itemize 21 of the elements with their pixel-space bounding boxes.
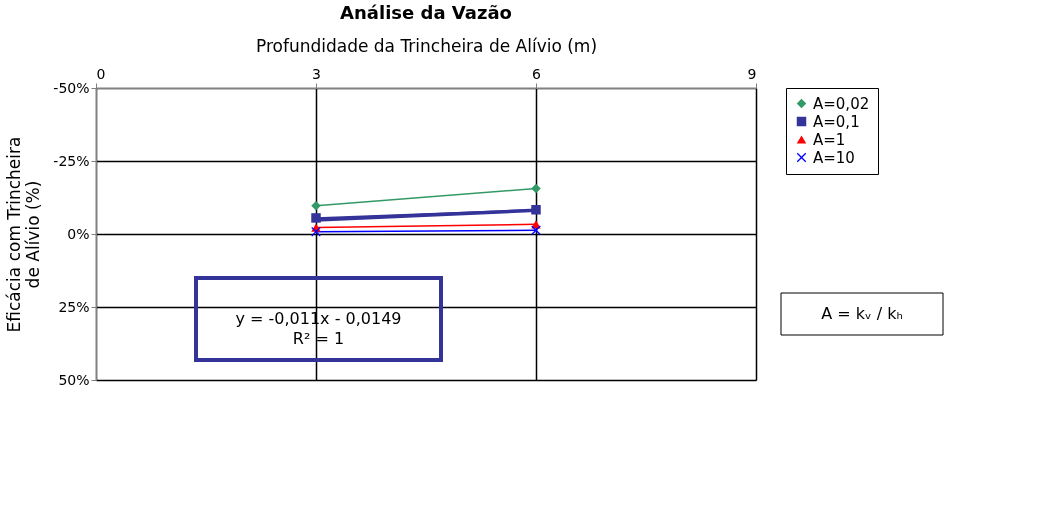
legend-label: A=0,1 bbox=[813, 112, 860, 131]
text: A = kᵥ / kₕ bbox=[821, 304, 903, 323]
point bbox=[311, 213, 321, 223]
x-tick-label: 9 bbox=[747, 65, 757, 82]
chart-title: Análise da Vazão bbox=[340, 2, 512, 23]
x-tick-label: 3 bbox=[312, 65, 321, 82]
y-tick-label: 25% bbox=[58, 298, 90, 315]
legend-label: A=1 bbox=[813, 130, 846, 149]
point bbox=[531, 205, 541, 215]
y-axis-title: Eficácia com Trincheira de Alívio (%) bbox=[4, 136, 44, 333]
y-tick-label: 0% bbox=[67, 225, 90, 242]
x-tick-label: 0 bbox=[96, 65, 106, 82]
legend-label: A=0,02 bbox=[813, 94, 870, 113]
point bbox=[311, 200, 321, 211]
legend-label: A=10 bbox=[813, 148, 855, 167]
point bbox=[531, 183, 541, 194]
y-tick-label: -25% bbox=[53, 152, 90, 169]
x-axis-title: Profundidade da Trincheira de Alívio (m) bbox=[255, 35, 598, 56]
y-tick-label: 50% bbox=[58, 371, 90, 388]
y-tick-label: -50% bbox=[53, 79, 90, 96]
x-tick-label: 6 bbox=[532, 65, 542, 82]
